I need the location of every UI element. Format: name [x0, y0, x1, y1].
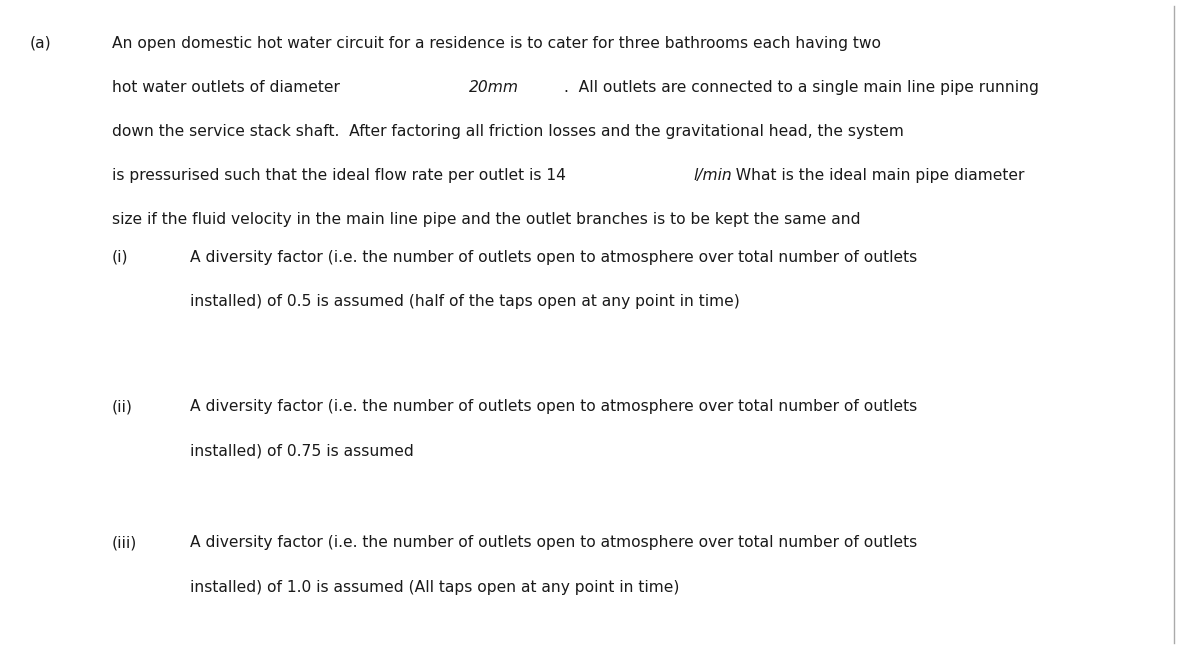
Text: size if the fluid velocity in the main line pipe and the outlet branches is to b: size if the fluid velocity in the main l… — [112, 212, 860, 227]
Text: A diversity factor (i.e. the number of outlets open to atmosphere over total num: A diversity factor (i.e. the number of o… — [190, 399, 917, 414]
Text: (a): (a) — [30, 36, 52, 51]
Text: A diversity factor (i.e. the number of outlets open to atmosphere over total num: A diversity factor (i.e. the number of o… — [190, 535, 917, 550]
Text: installed) of 0.75 is assumed: installed) of 0.75 is assumed — [190, 443, 413, 458]
Text: l/min: l/min — [694, 168, 732, 183]
Text: .  All outlets are connected to a single main line pipe running: . All outlets are connected to a single … — [564, 80, 1038, 95]
Text: hot water outlets of diameter: hot water outlets of diameter — [112, 80, 344, 95]
Text: is pressurised such that the ideal flow rate per outlet is 14: is pressurised such that the ideal flow … — [112, 168, 569, 183]
Text: installed) of 0.5 is assumed (half of the taps open at any point in time): installed) of 0.5 is assumed (half of th… — [190, 294, 739, 309]
Text: down the service stack shaft.  After factoring all friction losses and the gravi: down the service stack shaft. After fact… — [112, 124, 904, 139]
Text: . What is the ideal main pipe diameter: . What is the ideal main pipe diameter — [726, 168, 1025, 183]
Text: An open domestic hot water circuit for a residence is to cater for three bathroo: An open domestic hot water circuit for a… — [112, 36, 881, 51]
Text: installed) of 1.0 is assumed (All taps open at any point in time): installed) of 1.0 is assumed (All taps o… — [190, 580, 679, 594]
Text: 20mm: 20mm — [469, 80, 520, 95]
Text: (i): (i) — [112, 250, 128, 265]
Text: A diversity factor (i.e. the number of outlets open to atmosphere over total num: A diversity factor (i.e. the number of o… — [190, 250, 917, 265]
Text: (iii): (iii) — [112, 535, 137, 550]
Text: (ii): (ii) — [112, 399, 132, 414]
